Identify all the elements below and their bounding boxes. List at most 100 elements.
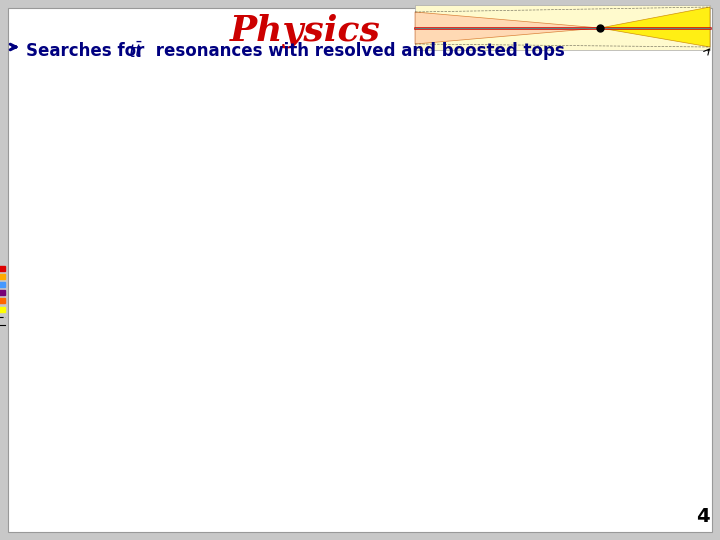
Bar (495, 248, 507, 249)
Legend: Obs. 95% CL upper limit, Exp. 95% CL upper limit, Exp. 1σ uncertainty, Exp. 2σ u: Obs. 95% CL upper limit, Exp. 95% CL upp… (562, 348, 642, 379)
Bar (220, 224, 227, 540)
Bar (461, 207, 472, 540)
X-axis label: $g_{KK}$ mass [GeV]: $g_{KK}$ mass [GeV] (487, 517, 546, 530)
Bar (438, 176, 449, 180)
Text: 4: 4 (696, 507, 710, 526)
Bar (212, 215, 220, 540)
Kaluza-Klein gluon (294, 447, 302, 453)
Obs. 95% CL upper limit (166, 428, 175, 434)
Obs. 95% CL upper limit (258, 477, 266, 484)
Bar (495, 247, 507, 248)
Text: $\int$ Ldt 2fb$^{-1}$: $\int$ Ldt 2fb$^{-1}$ (534, 151, 575, 165)
Polygon shape (415, 12, 600, 44)
Bar (133, 185, 140, 187)
Bar (140, 169, 148, 170)
Bar (234, 238, 241, 540)
Obs. 95% CL upper limit (330, 488, 339, 494)
Bar (148, 161, 155, 163)
Bar (133, 190, 140, 193)
Exp. 95% CL upper limit (93, 380, 102, 387)
Obs. 95% CL upper limit (221, 462, 230, 468)
Bar (507, 268, 536, 540)
Exp. 95% CL upper limit (112, 391, 120, 397)
Line: Kaluza-Klein gluon: Kaluza-Klein gluon (79, 359, 335, 461)
Bar (306, 303, 342, 304)
Exp. 95% CL upper limit (294, 488, 302, 494)
Text: $\int Ldt = 2.05$ fb$^{-1}$: $\int Ldt = 2.05$ fb$^{-1}$ (397, 364, 449, 377)
Bar (306, 304, 342, 540)
Bar (205, 206, 212, 207)
Bar (421, 165, 438, 167)
Bar (564, 299, 621, 301)
Bar (495, 253, 507, 540)
Bar (495, 245, 507, 247)
Line: Obs. 95% CL upper limit: Obs. 95% CL upper limit (79, 369, 335, 491)
Bar (438, 171, 449, 174)
Bar (536, 284, 564, 285)
Bar (184, 182, 191, 183)
Bar (148, 165, 155, 540)
Bar (133, 188, 140, 190)
Bar (176, 175, 184, 540)
Legend: --Data, tt, W+jets, single-top, QCD, Z+jets, Diboson: --Data, tt, W+jets, single-top, QCD, Z+j… (579, 148, 618, 192)
Legend: tt, W+jets, single-top, QCD, Z+jets, Diboson, Z (1800 GeV), gKK (1300 GeV): tt, W+jets, single-top, QCD, Z+jets, Dib… (0, 264, 55, 330)
Bar (155, 159, 162, 161)
Obs. 95% CL upper limit (184, 440, 193, 446)
Exp. 95% CL upper limit (330, 489, 339, 496)
Exp. 95% CL upper limit (221, 463, 230, 470)
Polygon shape (600, 7, 710, 47)
Kaluza-Klein gluon (112, 376, 120, 382)
Bar (495, 249, 507, 253)
Bar (564, 302, 621, 303)
Bar (148, 163, 155, 165)
Obs. 95% CL upper limit (294, 486, 302, 492)
Obs. 95% CL upper limit (148, 414, 156, 421)
Bar (169, 167, 176, 170)
Obs. 95% CL upper limit (93, 378, 102, 384)
Bar (536, 283, 564, 284)
Bar (421, 169, 438, 173)
Exp. 95% CL upper limit (75, 369, 84, 376)
Line: Exp. 95% CL upper limit: Exp. 95% CL upper limit (79, 373, 335, 492)
Kaluza-Klein gluon (148, 393, 156, 399)
X-axis label: $g_{KK}$ mass [GeV]: $g_{KK}$ mass [GeV] (177, 517, 237, 530)
Bar (198, 198, 205, 199)
Bar (472, 219, 484, 223)
Bar (198, 199, 205, 540)
Bar (270, 278, 284, 540)
Bar (248, 251, 256, 252)
Kaluza-Klein gluon (184, 408, 193, 414)
Obs. 95% CL upper limit (75, 366, 84, 373)
Bar (205, 207, 212, 540)
Bar (484, 238, 495, 540)
Text: $\sqrt{s}$ = 7 TeV    JR+in, Sys.+stat.: $\sqrt{s}$ = 7 TeV JR+in, Sys.+stat. (87, 350, 185, 361)
Y-axis label: $\sigma{\times}BR(g_{KK}{\to}t\bar{t})$ [pb]: $\sigma{\times}BR(g_{KK}{\to}t\bar{t})$ … (346, 388, 359, 457)
Bar (263, 267, 270, 540)
Bar (284, 290, 306, 291)
Bar (162, 161, 169, 163)
Bar (449, 184, 461, 185)
Exp. 95% CL upper limit (184, 441, 193, 448)
Bar (284, 291, 306, 540)
Bar (484, 231, 495, 232)
Kaluza-Klein gluon (75, 356, 84, 362)
Kaluza-Klein gluon (166, 400, 175, 407)
Bar (140, 173, 148, 540)
Exp. 95% CL upper limit (166, 429, 175, 436)
Bar (133, 193, 140, 540)
Bar (148, 160, 155, 161)
Bar (191, 190, 198, 191)
Text: $t\bar{t}$: $t\bar{t}$ (128, 42, 143, 63)
Bar (484, 234, 495, 238)
Kaluza-Klein gluon (258, 434, 266, 441)
Bar (415, 5, 710, 50)
Y-axis label: $\sigma{\times}BR(g_{KK}{\to}t\bar{t})$ [pb]: $\sigma{\times}BR(g_{KK}{\to}t\bar{t})$ … (37, 388, 50, 457)
Exp. 95% CL upper limit (203, 453, 212, 460)
Bar (564, 303, 621, 307)
Bar (507, 264, 536, 265)
Bar (507, 265, 536, 268)
Bar (461, 201, 472, 203)
Bar (263, 266, 270, 267)
Exp. 95% CL upper limit (148, 416, 156, 423)
Text: resonances with resolved and boosted tops: resonances with resolved and boosted top… (150, 42, 564, 60)
